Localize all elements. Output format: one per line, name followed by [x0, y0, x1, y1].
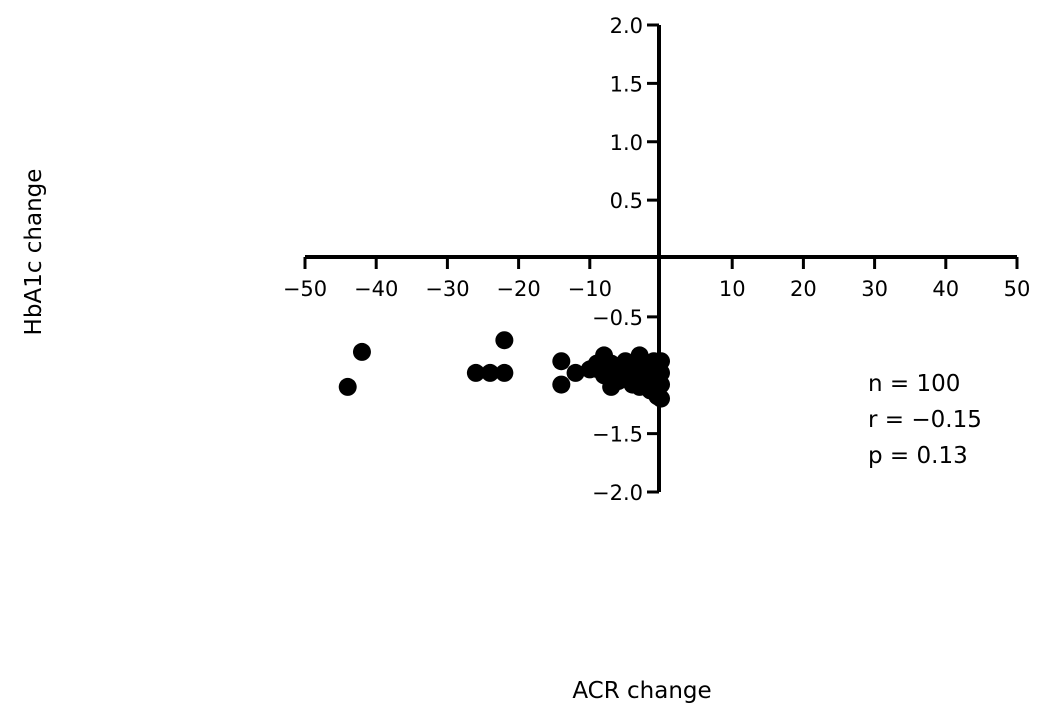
- x-tick-label: 10: [719, 277, 746, 301]
- y-tick-label: 0.5: [610, 189, 643, 213]
- x-tick-label: −50: [283, 277, 327, 301]
- y-tick-label: 2.0: [610, 14, 643, 38]
- x-tick-label: −30: [425, 277, 469, 301]
- y-tick-label: −0.5: [592, 306, 643, 330]
- data-point: [652, 389, 670, 408]
- x-tick-label: 20: [790, 277, 817, 301]
- y-tick-label: −2.0: [592, 481, 643, 505]
- x-axis-title: ACR change: [572, 678, 711, 704]
- x-tick-label: 50: [1004, 277, 1031, 301]
- x-tick-label: −20: [496, 277, 540, 301]
- x-tick-label: −40: [354, 277, 398, 301]
- data-point: [552, 352, 571, 371]
- data-point: [495, 363, 514, 382]
- y-tick-label: −1.5: [592, 423, 643, 447]
- data-point: [552, 375, 571, 394]
- x-tick-label: 40: [932, 277, 959, 301]
- axis-tick-labels: −50 −40 −30 −20 −10 10 20 30 40 50 2.0 1.5 1.0 0.5 −0.…: [283, 14, 1031, 505]
- data-point: [466, 363, 485, 382]
- stat-p: p = 0.13: [868, 443, 968, 469]
- stat-n: n = 100: [868, 371, 961, 397]
- data-point: [566, 363, 585, 382]
- x-tick-label: 30: [861, 277, 888, 301]
- stat-r: r = −0.15: [868, 407, 982, 433]
- y-tick-label: 1.0: [610, 131, 643, 155]
- data-points: [338, 331, 670, 408]
- data-point: [352, 342, 371, 361]
- y-axis-title: HbA1c change: [21, 169, 47, 336]
- data-point: [652, 375, 670, 394]
- y-tick-label: 1.5: [610, 72, 643, 96]
- x-tick-label: −10: [568, 277, 612, 301]
- data-point: [481, 363, 500, 382]
- data-point: [495, 331, 514, 350]
- data-point: [338, 377, 357, 396]
